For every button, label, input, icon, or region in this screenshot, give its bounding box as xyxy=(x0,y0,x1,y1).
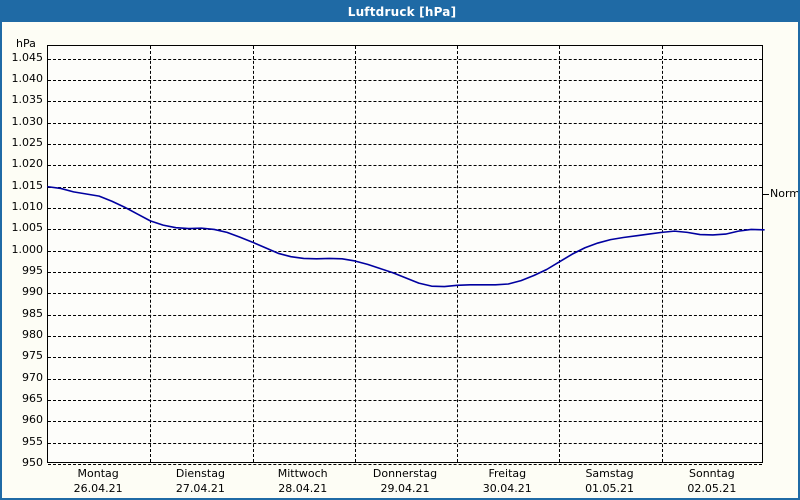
x-axis-tick-label: Donnerstag 29.04.21 xyxy=(354,466,456,496)
x-axis-tick-label: Samstag 01.05.21 xyxy=(558,466,660,496)
x-axis-date: 29.04.21 xyxy=(380,482,430,495)
day-separator xyxy=(252,46,254,462)
y-axis-tick-label: 955 xyxy=(22,434,43,448)
y-axis-tick-label: 1.035 xyxy=(11,93,44,107)
gridline-horizontal xyxy=(48,421,762,423)
day-separator xyxy=(457,46,459,462)
y-axis-tick-label: 1.045 xyxy=(11,50,44,64)
plot-area xyxy=(47,45,765,465)
gridline-horizontal xyxy=(48,250,762,252)
y-axis-tick-label: 1.040 xyxy=(11,72,44,86)
x-axis-date: 01.05.21 xyxy=(585,482,635,495)
gridline-horizontal xyxy=(48,378,762,380)
gridline-horizontal xyxy=(48,357,762,359)
x-axis-tick-label: Sonntag 02.05.21 xyxy=(661,466,763,496)
gridline-horizontal xyxy=(48,80,762,82)
y-axis-tick-label: 980 xyxy=(22,328,43,342)
page-title: Luftdruck [hPa] xyxy=(347,5,457,19)
x-axis-day-name: Mittwoch xyxy=(277,467,328,480)
chart-canvas: hPa 1.045 1.040 1.035 1.030 1.025 1.020 1.015 1… xyxy=(2,22,800,498)
gridline-horizontal xyxy=(48,442,762,444)
x-axis-day-name: Samstag xyxy=(585,467,634,480)
y-axis-tick-label: 1.030 xyxy=(11,114,44,128)
pressure-line-series xyxy=(47,185,765,288)
day-separator xyxy=(559,46,561,462)
gridline-horizontal xyxy=(48,101,762,103)
pressure-polyline xyxy=(47,185,765,288)
y-axis-tick-label: 1.015 xyxy=(11,178,44,192)
gridline-horizontal xyxy=(48,208,762,210)
y-axis-tick-label: 1.005 xyxy=(11,221,44,235)
gridline-horizontal xyxy=(48,293,762,295)
x-axis-date: 27.04.21 xyxy=(175,482,225,495)
y-axis-tick-label: 995 xyxy=(22,264,43,278)
day-separator xyxy=(150,46,152,462)
gridline-horizontal xyxy=(48,229,762,231)
x-axis-date: 26.04.21 xyxy=(73,482,123,495)
y-axis-tick-label: 950 xyxy=(22,456,43,469)
gridline-horizontal xyxy=(48,165,762,167)
y-axis-tick-label: 985 xyxy=(22,306,43,320)
y-axis-tick-label: 970 xyxy=(22,370,43,384)
x-axis-date: 30.04.21 xyxy=(482,482,532,495)
x-axis-day-name: Dienstag xyxy=(175,467,225,480)
x-axis-day-name: Freitag xyxy=(488,467,527,480)
y-axis-tick-label: 975 xyxy=(22,349,43,363)
y-axis-tick-label: 1.025 xyxy=(11,136,44,150)
gridline-horizontal xyxy=(48,58,762,60)
gridline-horizontal xyxy=(48,272,762,274)
y-axis-tick-label: 990 xyxy=(22,285,43,299)
y-axis-tick-label: 1.020 xyxy=(11,157,44,171)
x-axis-day-name: Donnerstag xyxy=(372,467,438,480)
y-axis-tick-label: 1.010 xyxy=(11,200,44,214)
gridline-horizontal xyxy=(48,144,762,146)
x-axis-tick-label: Freitag 30.04.21 xyxy=(456,466,558,496)
x-axis-tick-label: Dienstag 27.04.21 xyxy=(149,466,251,496)
x-axis-tick-label: Mittwoch 28.04.21 xyxy=(252,466,354,496)
window-title-bar: Luftdruck [hPa] xyxy=(2,2,798,22)
x-axis-day-name: Montag xyxy=(77,467,119,480)
day-separator xyxy=(354,46,356,462)
x-axis-tick-label: Montag 26.04.21 xyxy=(47,466,149,496)
normal-reference-tick xyxy=(763,194,769,196)
gridline-horizontal xyxy=(48,400,762,402)
y-axis-title: hPa xyxy=(16,37,36,50)
gridline-horizontal xyxy=(48,336,762,338)
gridline-horizontal xyxy=(48,314,762,316)
normal-reference-label: Normal xyxy=(770,187,800,201)
gridline-horizontal xyxy=(48,464,762,465)
y-axis-tick-label: 965 xyxy=(22,392,43,406)
x-axis-date: 28.04.21 xyxy=(278,482,328,495)
y-axis-tick-label: 1.000 xyxy=(11,242,44,256)
x-axis-day-name: Sonntag xyxy=(688,467,735,480)
gridline-horizontal xyxy=(48,186,762,188)
y-axis-tick-label: 960 xyxy=(22,413,43,427)
day-separator xyxy=(661,46,663,462)
gridline-horizontal xyxy=(48,122,762,124)
x-axis-date: 02.05.21 xyxy=(687,482,737,495)
